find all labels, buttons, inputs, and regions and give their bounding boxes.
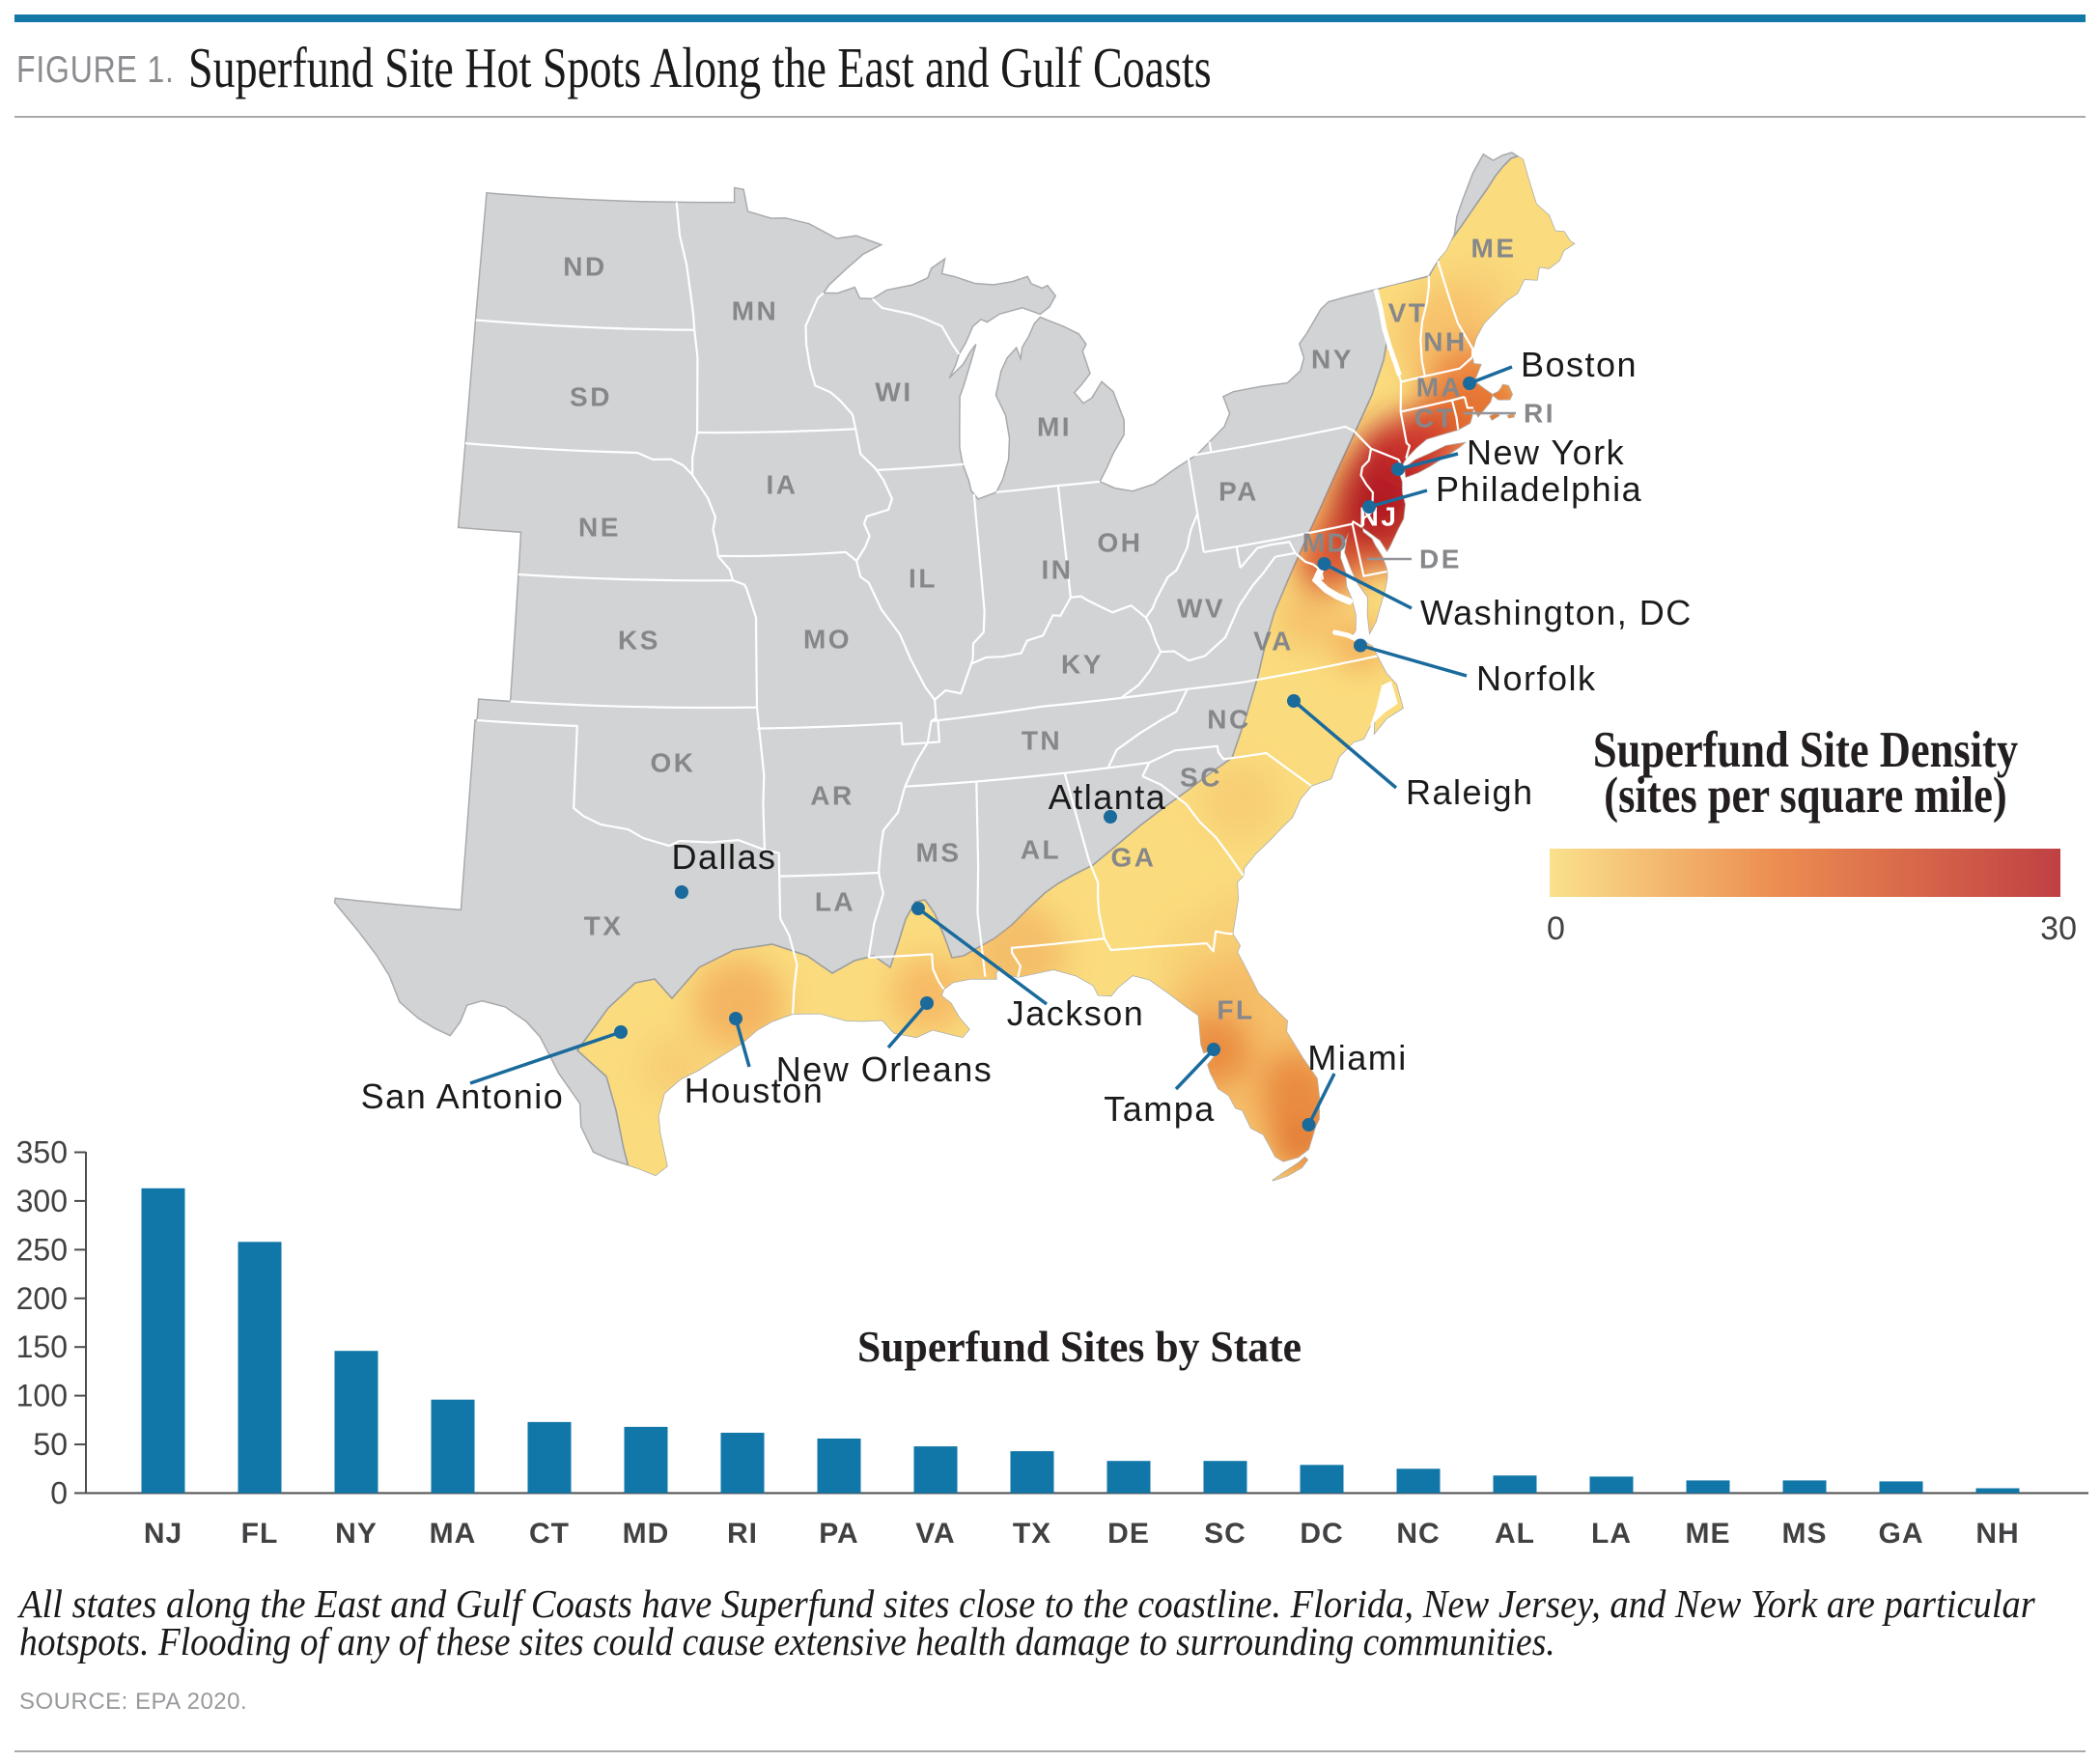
svg-text:VA: VA	[1253, 627, 1294, 657]
svg-text:Atlanta: Atlanta	[1049, 777, 1167, 817]
svg-text:ND: ND	[563, 252, 606, 282]
svg-text:30: 30	[2040, 910, 2077, 947]
svg-text:MD: MD	[623, 1518, 670, 1550]
svg-text:Miami: Miami	[1307, 1038, 1408, 1077]
svg-text:(sites per square mile): (sites per square mile)	[1604, 766, 2006, 824]
svg-text:Superfund Site Density: Superfund Site Density	[1593, 720, 2018, 778]
svg-text:PA: PA	[819, 1518, 858, 1550]
svg-text:Houston: Houston	[685, 1071, 825, 1110]
svg-text:MA: MA	[1416, 373, 1464, 403]
svg-text:ME: ME	[1686, 1518, 1731, 1550]
svg-text:OH: OH	[1098, 528, 1143, 558]
svg-text:NY: NY	[335, 1518, 378, 1550]
svg-text:TN: TN	[1022, 726, 1062, 756]
svg-text:DE: DE	[1419, 545, 1462, 574]
svg-text:IA: IA	[767, 470, 798, 500]
svg-text:150: 150	[16, 1329, 68, 1364]
svg-text:OK: OK	[651, 748, 696, 778]
svg-text:Norfolk: Norfolk	[1476, 658, 1597, 698]
svg-text:MA: MA	[430, 1518, 477, 1550]
svg-text:KY: KY	[1061, 650, 1104, 680]
svg-text:MS: MS	[916, 838, 962, 868]
svg-text:Boston: Boston	[1521, 345, 1638, 384]
svg-text:0: 0	[1547, 910, 1565, 947]
svg-text:MS: MS	[1782, 1518, 1828, 1550]
svg-text:VT: VT	[1388, 298, 1428, 328]
svg-text:NC: NC	[1396, 1518, 1440, 1550]
svg-text:WI: WI	[875, 377, 912, 407]
svg-text:NJ: NJ	[144, 1518, 182, 1550]
svg-text:NC: NC	[1207, 705, 1250, 735]
svg-text:New York: New York	[1467, 433, 1625, 472]
svg-text:Raleigh: Raleigh	[1406, 772, 1534, 812]
svg-text:San Antonio: San Antonio	[361, 1076, 565, 1116]
svg-text:TX: TX	[1013, 1518, 1051, 1550]
svg-text:New Orleans: New Orleans	[776, 1049, 994, 1089]
svg-text:NY: NY	[1311, 345, 1354, 375]
svg-text:SC: SC	[1180, 763, 1222, 793]
svg-text:NE: NE	[578, 513, 621, 543]
svg-text:AR: AR	[810, 781, 854, 811]
svg-text:CT: CT	[1414, 404, 1455, 433]
svg-text:MN: MN	[732, 296, 779, 326]
svg-text:Philadelphia: Philadelphia	[1436, 469, 1642, 509]
svg-text:MO: MO	[803, 625, 852, 655]
svg-text:CT: CT	[529, 1518, 570, 1550]
svg-text:LA: LA	[1591, 1518, 1632, 1550]
svg-text:50: 50	[33, 1427, 68, 1462]
svg-text:NH: NH	[1423, 327, 1467, 357]
svg-text:GA: GA	[1879, 1518, 1924, 1550]
svg-text:RI: RI	[727, 1518, 758, 1550]
svg-text:IN: IN	[1042, 555, 1074, 585]
svg-text:VA: VA	[915, 1518, 955, 1550]
svg-text:100: 100	[16, 1379, 68, 1413]
svg-text:MD: MD	[1302, 528, 1350, 558]
svg-text:LA: LA	[815, 887, 855, 917]
svg-text:SD: SD	[570, 382, 612, 412]
svg-text:RI: RI	[1524, 399, 1555, 429]
svg-text:Washington, DC: Washington, DC	[1420, 593, 1693, 632]
svg-text:Jackson: Jackson	[1007, 993, 1145, 1033]
svg-text:PA: PA	[1218, 477, 1259, 507]
svg-text:250: 250	[16, 1232, 68, 1267]
svg-text:FL: FL	[241, 1518, 279, 1550]
svg-text:0: 0	[50, 1476, 68, 1511]
svg-text:Superfund Sites by State: Superfund Sites by State	[857, 1322, 1302, 1371]
svg-text:DE: DE	[1107, 1518, 1150, 1550]
svg-text:AL: AL	[1021, 835, 1061, 865]
svg-text:ME: ME	[1471, 234, 1517, 264]
svg-text:350: 350	[16, 1135, 68, 1170]
svg-text:NH: NH	[1975, 1518, 2019, 1550]
svg-text:KS: KS	[618, 626, 660, 656]
svg-text:FL: FL	[1217, 995, 1254, 1025]
svg-text:AL: AL	[1495, 1518, 1535, 1550]
svg-text:Dallas: Dallas	[671, 837, 776, 877]
svg-text:SC: SC	[1204, 1518, 1246, 1550]
svg-text:GA: GA	[1111, 843, 1157, 873]
svg-text:DC: DC	[1300, 1518, 1343, 1550]
svg-text:IL: IL	[909, 564, 938, 594]
svg-text:300: 300	[16, 1184, 68, 1218]
svg-text:WV: WV	[1177, 594, 1225, 624]
svg-text:MI: MI	[1037, 412, 1072, 442]
svg-text:Tampa: Tampa	[1104, 1089, 1216, 1129]
svg-text:200: 200	[16, 1281, 68, 1316]
svg-text:TX: TX	[584, 911, 624, 941]
